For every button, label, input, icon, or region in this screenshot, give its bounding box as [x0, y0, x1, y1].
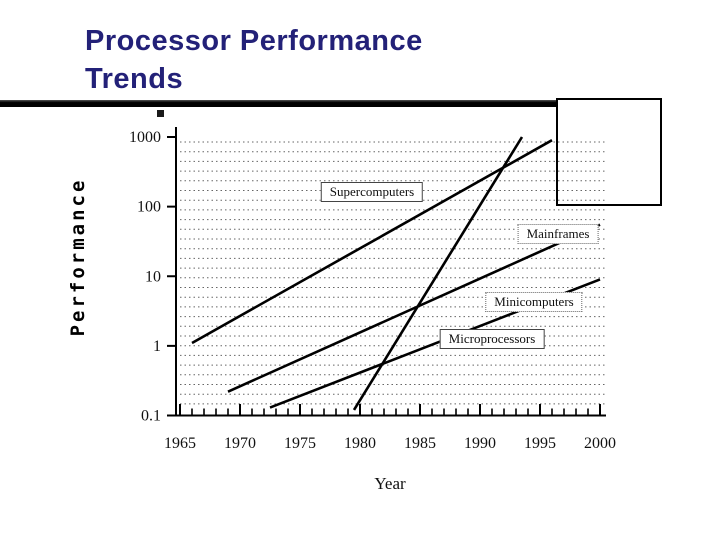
x-axis-title: Year	[374, 474, 406, 493]
x-tick-label: 1970	[224, 435, 256, 452]
x-tick-label: 1980	[344, 435, 376, 452]
x-tick-label: 1995	[524, 435, 556, 452]
y-tick-label: 0.1	[141, 408, 161, 425]
y-axis-title: Performance	[67, 177, 89, 337]
x-tick-label: 1965	[164, 435, 196, 452]
title-divider-bar	[0, 100, 662, 107]
axes	[172, 127, 606, 417]
empty-placeholder-box	[556, 98, 662, 206]
y-tick-label: 10	[145, 268, 161, 285]
slide-title: Processor Performance Trends	[85, 22, 423, 99]
grid-lines	[180, 141, 605, 405]
x-tick-label: 2000	[584, 435, 616, 452]
y-tick-label: 1	[153, 338, 161, 355]
slide-title-line-2: Trends	[85, 63, 184, 96]
x-tick-label: 1985	[404, 435, 436, 452]
slide-title-line-1: Processor Performance	[85, 25, 423, 57]
title-bullet-square	[157, 110, 164, 117]
x-tick-label: 1975	[284, 435, 316, 452]
series-line-mainframes	[227, 223, 601, 393]
series-line-microprocessors	[352, 136, 524, 411]
series-line-supercomputers	[191, 139, 553, 345]
y-tick-label: 100	[137, 199, 161, 216]
x-tick-label: 1990	[464, 435, 496, 452]
y-tick-label: 1000	[129, 129, 161, 146]
